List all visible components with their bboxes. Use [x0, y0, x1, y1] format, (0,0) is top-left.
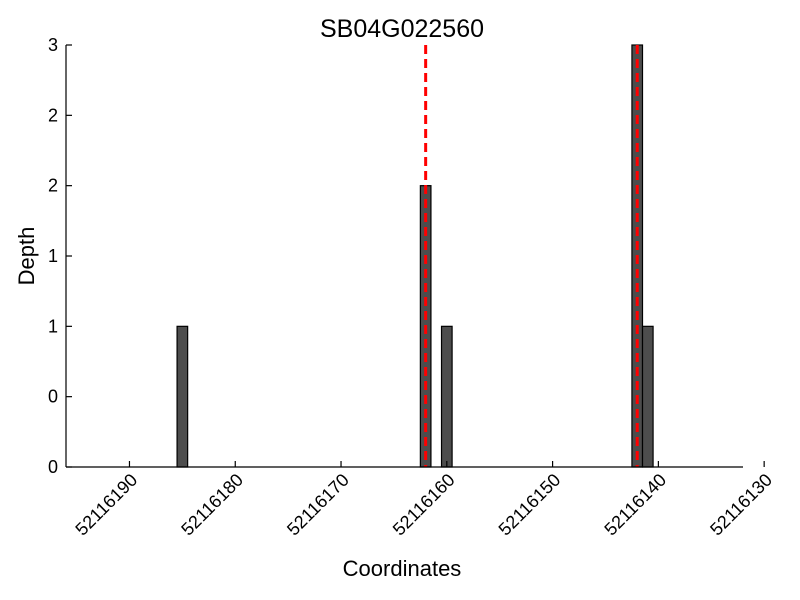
chart-title: SB04G022560	[320, 15, 484, 43]
bar	[176, 325, 189, 468]
x-tick-label: 52116150	[495, 470, 565, 540]
bar	[641, 325, 654, 468]
x-axis-label: Coordinates	[343, 556, 462, 581]
y-tick-label: 2	[48, 176, 58, 196]
y-ticks: 0 0 1 1 2 2 3	[48, 35, 72, 477]
x-tick-label: 52116190	[71, 470, 141, 540]
bar	[440, 325, 453, 468]
reference-lines-layer	[424, 45, 639, 467]
y-tick-label: 0	[48, 387, 58, 407]
x-tick-label: 52116170	[283, 470, 353, 540]
y-axis-label: Depth	[14, 227, 39, 286]
y-tick-label: 1	[48, 246, 58, 266]
x-tick-label: 52116160	[389, 470, 459, 540]
x-ticks: 52116190 52116180 52116170 52116160 52116150…	[71, 461, 776, 540]
bars-layer	[176, 44, 654, 468]
y-tick-label: 1	[48, 316, 58, 336]
y-tick-label: 0	[48, 457, 58, 477]
y-tick-label: 3	[48, 35, 58, 55]
y-tick-label: 2	[48, 105, 58, 125]
x-tick-label: 52116130	[706, 470, 776, 540]
x-tick-label: 52116180	[177, 470, 247, 540]
x-tick-label: 52116140	[600, 470, 670, 540]
